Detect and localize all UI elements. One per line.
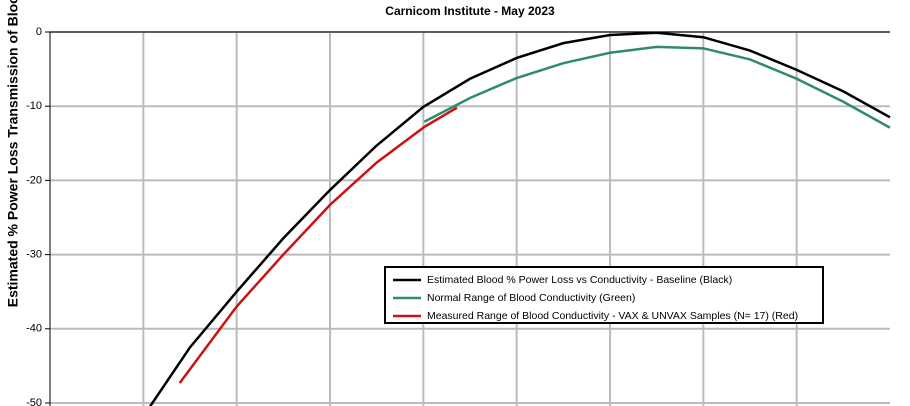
y-tick-label: -30 [26, 249, 42, 261]
line-series [423, 45, 891, 129]
legend-label: Estimated Blood % Power Loss vs Conducti… [427, 274, 732, 286]
chart-subtitle: Carnicom Institute - May 2023 [385, 4, 555, 18]
y-tick-label: 0 [36, 26, 42, 38]
y-tick-label: -50 [26, 397, 42, 406]
y-tick-label: -40 [26, 323, 42, 335]
line-series [178, 106, 458, 384]
legend-label: Measured Range of Blood Conductivity - V… [427, 310, 798, 322]
y-axis-label: Estimated % Power Loss Transmission of B… [5, 0, 21, 307]
legend-box [384, 266, 824, 324]
legend-label: Normal Range of Blood Conductivity (Gree… [427, 292, 635, 304]
line-series [148, 31, 891, 406]
y-tick-label: -20 [26, 174, 42, 186]
y-tick-label: -10 [26, 100, 42, 112]
